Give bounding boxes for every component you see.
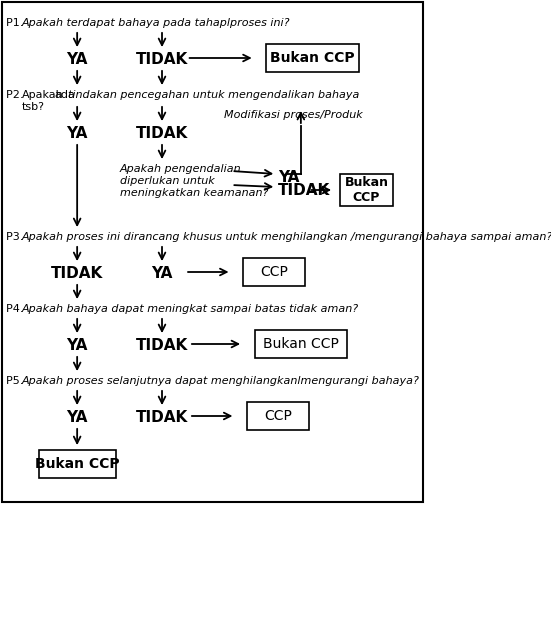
FancyBboxPatch shape xyxy=(243,258,305,286)
Text: P3.: P3. xyxy=(6,232,27,242)
FancyBboxPatch shape xyxy=(266,44,359,72)
Text: Apakah proses ini dirancang khusus untuk menghilangkan /mengurangi bahaya sampai: Apakah proses ini dirancang khusus untuk… xyxy=(21,232,551,242)
Text: Apakah: Apakah xyxy=(21,90,63,100)
Text: Modifikasi proses/Produk: Modifikasi proses/Produk xyxy=(224,110,363,120)
Text: CCP: CCP xyxy=(260,265,288,279)
Text: TIDAK: TIDAK xyxy=(51,266,103,281)
Text: TIDAK: TIDAK xyxy=(278,183,330,198)
Text: meningkatkan keamanan?: meningkatkan keamanan? xyxy=(120,188,268,198)
Text: Bukan CCP: Bukan CCP xyxy=(263,337,339,351)
Text: Bukan
CCP: Bukan CCP xyxy=(344,176,388,204)
Text: tindakan pencegahan untuk mengendalikan bahaya: tindakan pencegahan untuk mengendalikan … xyxy=(68,90,359,100)
Text: tsb?: tsb? xyxy=(21,102,45,112)
Text: TIDAK: TIDAK xyxy=(136,126,188,141)
Text: Bukan CCP: Bukan CCP xyxy=(270,51,355,65)
Text: diperlukan untuk: diperlukan untuk xyxy=(120,176,214,186)
Text: TIDAK: TIDAK xyxy=(136,338,188,353)
Text: YA: YA xyxy=(67,338,88,353)
FancyBboxPatch shape xyxy=(39,450,116,478)
Text: Apakah proses selanjutnya dapat menghilangkanlmengurangi bahaya?: Apakah proses selanjutnya dapat menghila… xyxy=(21,376,419,386)
Text: TIDAK: TIDAK xyxy=(136,410,188,425)
Text: P1.: P1. xyxy=(6,18,27,28)
FancyBboxPatch shape xyxy=(340,174,393,206)
Text: P2.: P2. xyxy=(6,90,27,100)
Text: YA: YA xyxy=(67,126,88,141)
Text: P5.: P5. xyxy=(6,376,27,386)
Text: Bukan CCP: Bukan CCP xyxy=(35,457,120,471)
Text: TIDAK: TIDAK xyxy=(136,52,188,67)
Text: Apakah pengendalian: Apakah pengendalian xyxy=(120,164,241,174)
Text: P4.: P4. xyxy=(6,304,27,314)
Text: ada: ada xyxy=(54,90,75,100)
Text: CCP: CCP xyxy=(264,409,291,423)
Text: YA: YA xyxy=(278,170,299,185)
Text: YA: YA xyxy=(67,52,88,67)
Text: YA: YA xyxy=(152,266,172,281)
Text: Apakah bahaya dapat meningkat sampai batas tidak aman?: Apakah bahaya dapat meningkat sampai bat… xyxy=(21,304,359,314)
Text: YA: YA xyxy=(67,410,88,425)
FancyBboxPatch shape xyxy=(247,402,309,430)
Text: Apakah terdapat bahaya pada tahaplproses ini?: Apakah terdapat bahaya pada tahaplproses… xyxy=(21,18,290,28)
FancyBboxPatch shape xyxy=(255,330,347,358)
